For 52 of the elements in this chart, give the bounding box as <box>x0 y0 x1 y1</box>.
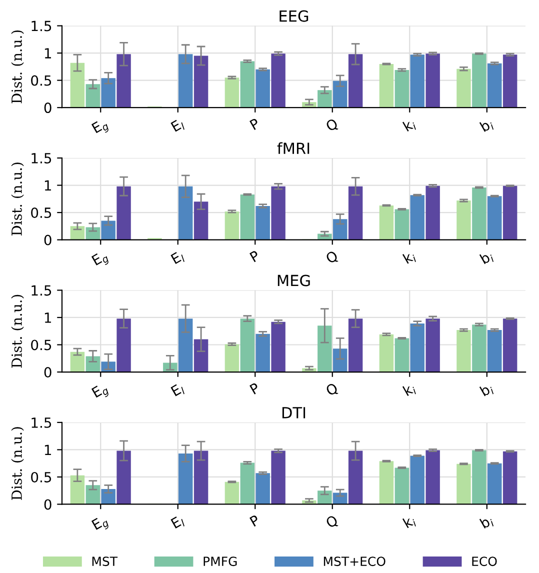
legend-label: ECO <box>472 556 497 566</box>
x-tick-label: Q <box>325 514 340 530</box>
y-axis-title: Dist. (n.u.) <box>11 162 24 236</box>
y-tick-label: 1 <box>44 180 51 191</box>
y-tick-label: 1 <box>44 48 51 58</box>
y-tick-label: 0 <box>44 234 52 246</box>
x-tick-label: b$_{i}$ <box>479 118 495 134</box>
y-axis-title: Dist. (n.u.) <box>11 30 24 104</box>
x-tick-label: b$_{i}$ <box>479 382 495 398</box>
chart-title: fMRI <box>277 142 310 154</box>
x-tick-label: E$_{l}$ <box>170 382 186 398</box>
y-tick-label: 1 <box>44 312 51 323</box>
legend-label: PMFG <box>204 556 237 566</box>
legend-label: MST+ECO <box>324 556 386 566</box>
y-tick-label: 0.5 <box>31 340 52 350</box>
y-tick-label: 1 <box>44 444 51 455</box>
x-tick-label: E$_{g}$ <box>91 382 110 402</box>
x-tick-label: P <box>250 382 260 394</box>
legend-label: MST <box>92 556 118 566</box>
x-tick-label: k$_{i}$ <box>402 382 418 398</box>
y-tick-label: 0.5 <box>31 208 52 218</box>
x-tick-label: E$_{l}$ <box>170 250 186 266</box>
y-tick-label: 1.5 <box>32 285 52 296</box>
y-tick-label: 0 <box>44 102 52 114</box>
x-tick-label: P <box>250 514 260 527</box>
chart-title: EEG <box>280 10 308 22</box>
y-tick-label: 0 <box>44 499 52 510</box>
x-tick-label: P <box>250 250 260 262</box>
x-tick-label: k$_{i}$ <box>402 250 418 266</box>
x-tick-label: P <box>250 118 260 130</box>
y-tick-label: 1.5 <box>32 153 52 164</box>
x-tick-label: E$_{g}$ <box>91 514 110 534</box>
x-tick-label: E$_{g}$ <box>91 250 110 270</box>
chart-title: MEG <box>278 274 310 286</box>
x-tick-label: E$_{l}$ <box>170 514 186 530</box>
x-tick-label: b$_{i}$ <box>479 250 495 266</box>
x-tick-label: k$_{i}$ <box>402 118 418 134</box>
x-tick-label: E$_{g}$ <box>91 118 110 137</box>
y-tick-label: 0.5 <box>31 472 52 482</box>
x-tick-label: k$_{i}$ <box>402 514 418 530</box>
x-tick-label: E$_{l}$ <box>170 118 186 134</box>
y-axis-title: Dist. (n.u.) <box>11 427 24 500</box>
y-axis-title: Dist. (n.u.) <box>11 294 24 368</box>
x-tick-label: b$_{i}$ <box>479 514 495 530</box>
y-tick-label: 1.5 <box>32 418 52 428</box>
y-tick-label: 1.5 <box>32 20 52 32</box>
x-tick-label: Q <box>325 250 340 266</box>
y-tick-label: 0 <box>44 366 52 378</box>
x-tick-label: Q <box>325 382 340 398</box>
x-tick-label: Q <box>325 118 340 134</box>
chart-title: DTI <box>282 407 306 418</box>
y-tick-label: 0.5 <box>31 75 52 86</box>
